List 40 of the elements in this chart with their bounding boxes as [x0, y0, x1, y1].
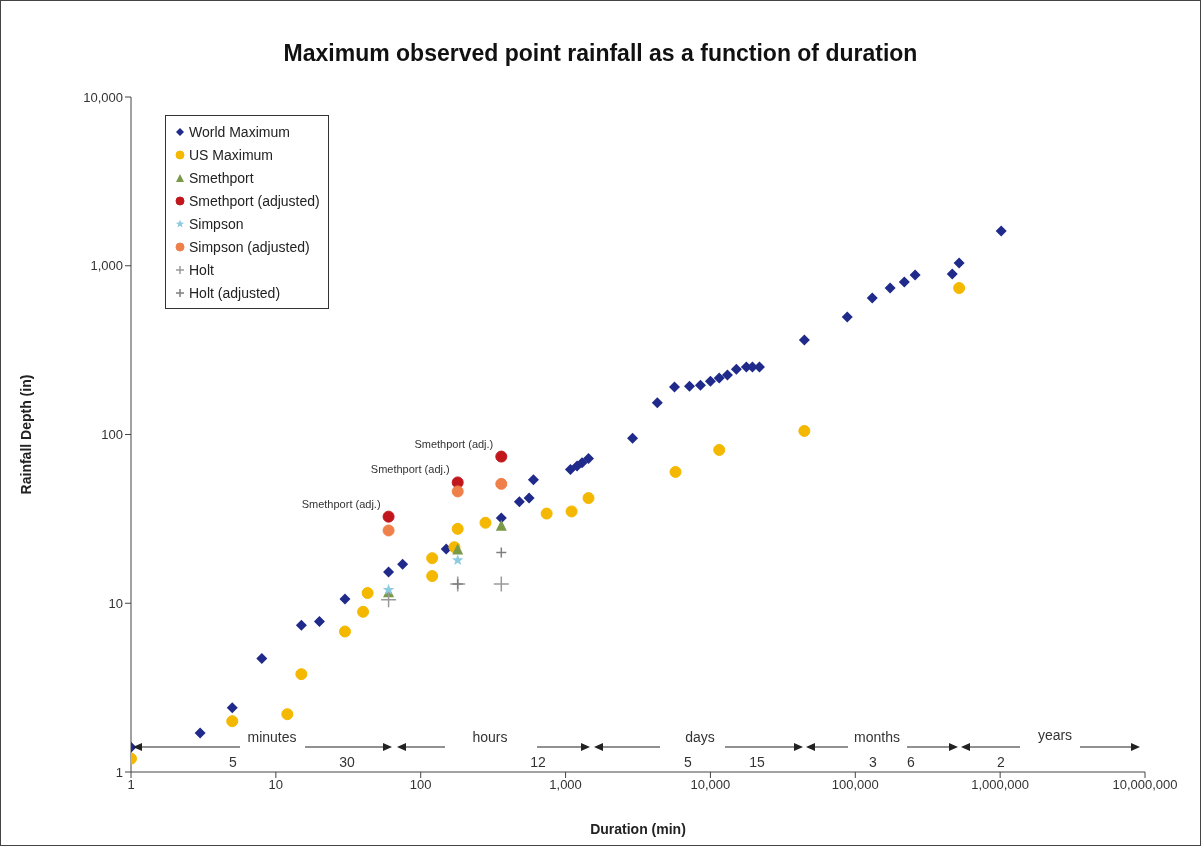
x-tick-label: 100,000 [831, 777, 879, 793]
annotation: 2 [997, 754, 1006, 770]
legend-label: US Maximum [189, 146, 274, 163]
y-tick-label: 10,000 [83, 89, 123, 105]
x-tick-label: 100 [409, 777, 432, 793]
x-tick-label: 10 [268, 777, 284, 793]
annotation: Smethport (adj.) [414, 437, 494, 450]
annotation: months [854, 729, 900, 745]
annotation: years [1037, 727, 1073, 743]
y-tick-label: 10 [108, 595, 123, 611]
y-tick-label: 1,000 [90, 258, 123, 274]
annotation: 15 [749, 754, 765, 770]
annotation: Smethport (adj.) [301, 497, 381, 510]
annotation: 12 [530, 754, 546, 770]
annotation: 3 [869, 754, 878, 770]
x-axis-title: Duration (min) [590, 821, 686, 837]
legend-label: Smethport (adjusted) [189, 192, 320, 209]
x-tick-label: 1,000,000 [971, 777, 1030, 793]
legend-label: World Maximum [189, 123, 290, 140]
y-tick-label: 1 [115, 764, 123, 780]
y-tick-label: 100 [101, 427, 123, 443]
annotation: hours [472, 729, 508, 745]
annotation: 6 [907, 754, 916, 770]
legend-label: Holt (adjusted) [189, 284, 281, 301]
x-tick-label: 1 [127, 777, 135, 793]
legend-label: Holt [189, 261, 214, 278]
annotation: 30 [339, 754, 355, 770]
chart-title: Maximum observed point rainfall as a function of duration [282, 40, 919, 67]
legend-label: Smethport [189, 169, 254, 186]
x-tick-label: 10,000,000 [1112, 777, 1178, 793]
legend-label: Simpson [189, 215, 244, 232]
annotation: days [685, 729, 715, 745]
annotation: minutes [247, 729, 297, 745]
y-axis-title: Rainfall Depth (in) [17, 374, 34, 495]
x-tick-label: 10,000 [690, 777, 731, 793]
legend-label: Simpson (adjusted) [189, 238, 310, 255]
annotation: Smethport (adj.) [370, 463, 450, 476]
annotation: 5 [684, 754, 693, 770]
x-tick-label: 1,000 [549, 777, 582, 793]
annotation: 5 [229, 754, 238, 770]
